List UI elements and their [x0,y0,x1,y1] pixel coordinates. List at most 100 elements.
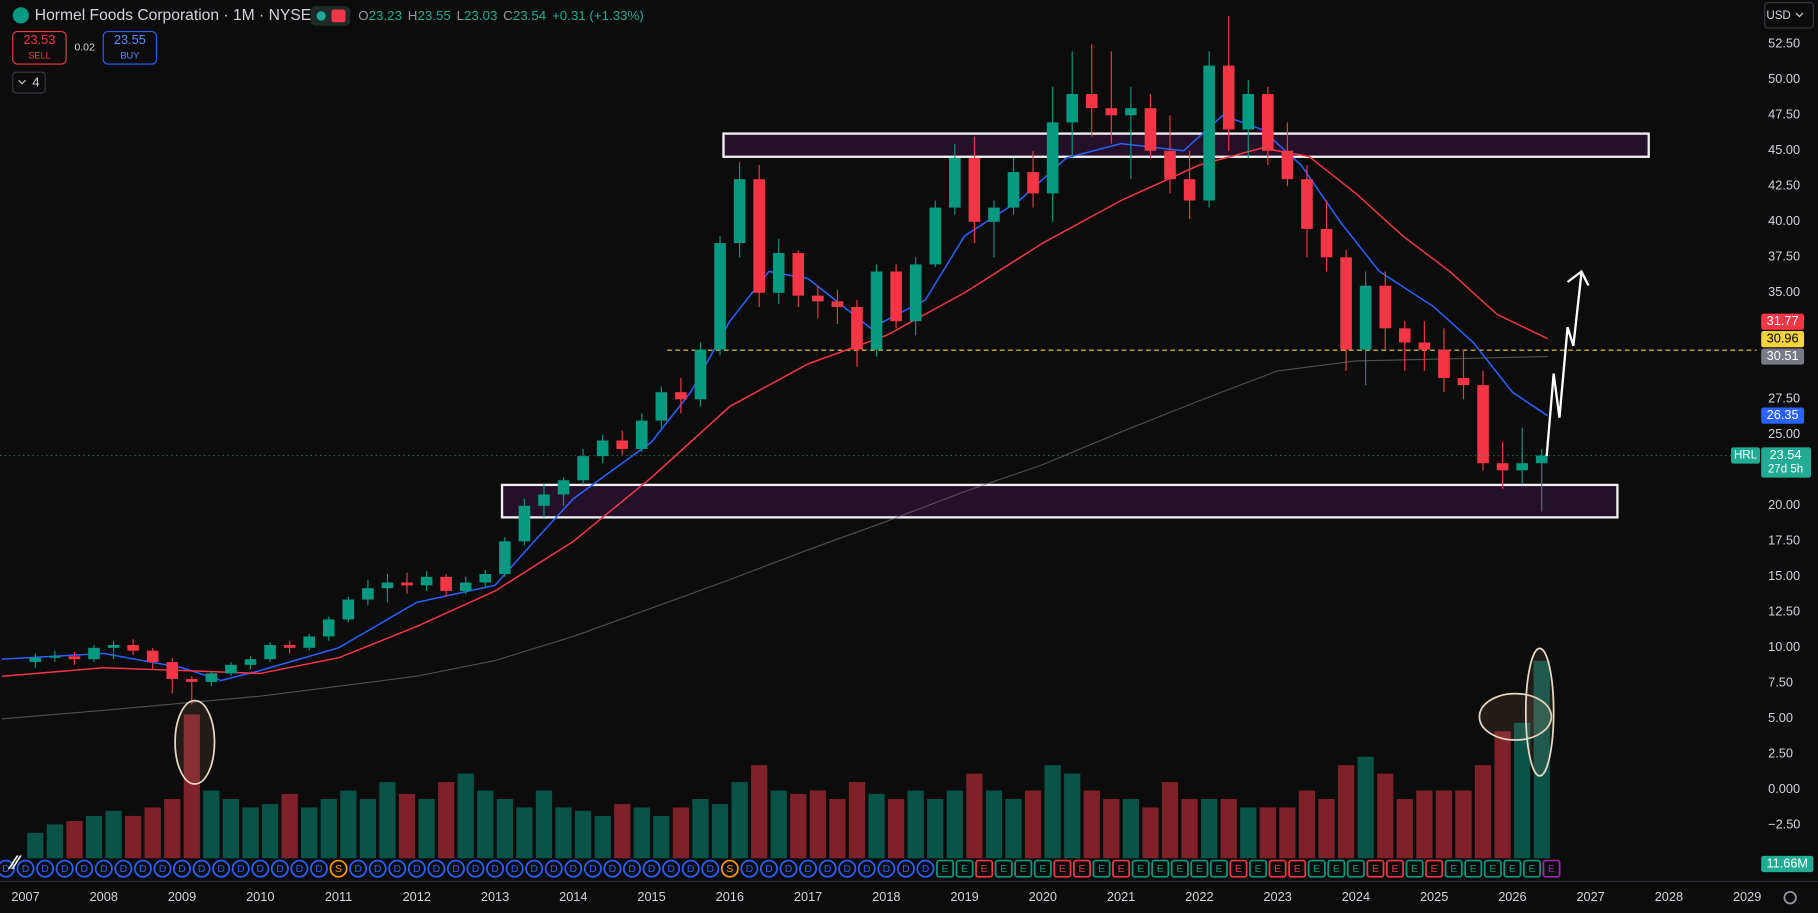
candle-body [851,307,863,350]
settings-icon[interactable] [1783,890,1797,905]
event-marker [270,859,289,878]
currency-button[interactable] [1764,1,1814,29]
event-marker [1268,859,1287,878]
candle-body [166,662,179,680]
event-marker [642,859,661,878]
countdown: 27d 5h [1768,464,1803,476]
candle-body [949,157,961,208]
x-tick-label: 2025 [1420,889,1448,904]
candle-body [1359,285,1372,350]
candle-body [1222,65,1235,130]
event-marker [936,859,955,878]
x-tick-label: 2008 [90,889,118,904]
event-marker [1190,859,1209,878]
volume-highlight[interactable] [1524,647,1555,777]
candle-body [1477,385,1489,464]
volume-bar [281,793,298,859]
event-label: D [198,864,206,875]
event-marker [16,859,35,878]
event-label: D [374,864,382,875]
buy-button[interactable] [102,30,158,65]
candle-body [968,157,981,222]
sell-button[interactable] [12,30,67,65]
event-marker [1522,859,1541,878]
volume-bar [1514,722,1531,859]
event-label: E [1079,864,1086,875]
event-label: S [335,864,342,875]
volume-bar [46,824,63,859]
volume-bar [888,798,905,859]
symbol-title[interactable]: Hormel Foods Corporation · 1M · NYSE [35,7,311,24]
chevron [18,79,26,85]
candle-body [929,207,942,265]
resistance-zone[interactable] [722,132,1650,158]
event-label: D [902,864,910,875]
last-price: 23.54 [1770,447,1802,462]
x-tick-label: 2015 [637,889,665,904]
y-tick-label: 20.00 [1768,497,1800,512]
buy-label: BUY [120,50,139,60]
volume-bar [1044,765,1061,859]
event-label: D [159,864,167,875]
candle-body [1007,172,1020,208]
support-zone[interactable] [500,483,1619,519]
volume-bar [105,810,122,859]
indicator-value: 26.35 [1767,407,1799,422]
candle-body [655,392,668,421]
candle-body [538,494,550,506]
volume-highlight[interactable] [174,699,216,785]
event-marker [720,859,739,878]
event-label: D [491,864,499,875]
event-label: D [41,864,49,875]
volume-bar [27,832,44,859]
volume-bar [359,798,377,859]
event-marker [1307,859,1326,878]
symbol-tag [1731,447,1761,464]
y-tick-label: 42.50 [1768,178,1800,193]
y-tick-label: 40.00 [1768,213,1800,228]
volume-bar [1122,798,1140,859]
event-label: E [1431,864,1438,875]
chevron [1795,12,1804,18]
event-label: D [570,864,578,875]
candle-body [1516,463,1528,471]
volume-bar [1103,798,1120,859]
moving-averages [2,114,1757,720]
volume-bar [164,798,181,859]
indicator-toggle[interactable] [12,71,46,94]
volume-bar [1435,790,1453,859]
ohlc-key: O [358,7,368,22]
event-marker [407,859,426,878]
x-tick-label: 2020 [1029,889,1057,904]
candle-body [283,644,296,648]
candle-body [1242,93,1255,130]
candle-body [264,644,276,660]
volume-bar [770,790,787,859]
event-label: D [100,864,108,875]
candle-body [440,576,452,592]
symbol-logo [12,7,29,24]
event-marker [427,859,446,878]
volume-bar [1259,807,1276,859]
event-label: E [1215,864,1222,875]
event-marker [1444,859,1463,878]
volume-bar [1181,798,1198,859]
projection-arrow[interactable] [1545,272,1583,457]
event-label: D [765,864,773,875]
event-marker [1092,859,1111,878]
event-marker [309,859,328,878]
x-tick-label: 2007 [11,889,39,904]
x-tick-label: 2009 [168,889,196,904]
event-label: E [981,864,988,875]
x-tick-label: 2017 [794,889,822,904]
x-tick-label: 2018 [872,889,900,904]
x-tick-label: 2012 [403,889,431,904]
event-label: E [1235,864,1242,875]
event-marker [368,859,387,878]
event-marker [818,859,837,878]
volume-highlight[interactable] [1478,692,1553,741]
event-label: E [1255,864,1262,875]
sell-label: SELL [28,50,51,60]
